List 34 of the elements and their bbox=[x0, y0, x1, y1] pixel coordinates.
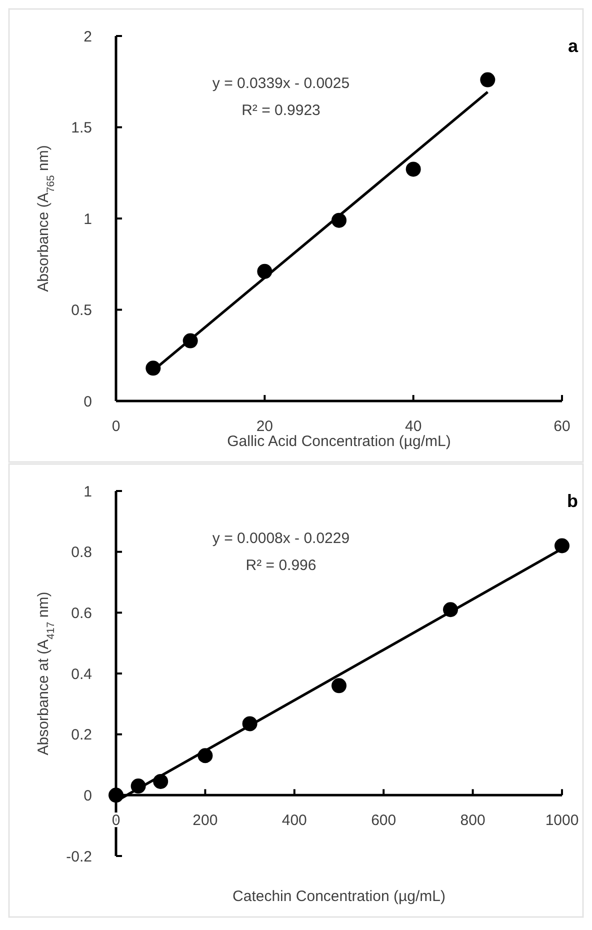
y-tick-label: 2 bbox=[84, 28, 92, 46]
annotation: R² = 0.9923 bbox=[242, 102, 320, 119]
x-tick-label: 600 bbox=[371, 812, 396, 830]
x-axis-title: Catechin Concentration (µg/mL) bbox=[232, 888, 446, 905]
y-tick-label: -0.2 bbox=[66, 848, 92, 866]
y-tick-label: 1 bbox=[84, 483, 92, 500]
x-tick-label: 0 bbox=[112, 418, 120, 435]
y-tick-label: 0 bbox=[84, 393, 92, 410]
text: a bbox=[568, 36, 579, 56]
annotation: y = 0.0339x - 0.0025 bbox=[212, 75, 350, 92]
y-tick-label: 0.6 bbox=[71, 604, 92, 622]
point bbox=[554, 538, 570, 554]
x-axis-title: Gallic Acid Concentration (µg/mL) bbox=[227, 433, 451, 450]
x-tick-label: 1000 bbox=[545, 812, 579, 830]
x-tick-label: 40 bbox=[404, 418, 422, 435]
annotation: y = 0.0008x - 0.0229 bbox=[212, 530, 350, 547]
y-tick-label: 0.4 bbox=[71, 666, 92, 683]
x-tick-label: 20 bbox=[256, 418, 274, 435]
annotation: R² = 0.996 bbox=[246, 557, 316, 574]
y-tick-label: 0.5 bbox=[71, 302, 92, 319]
point bbox=[332, 678, 346, 694]
point bbox=[480, 72, 496, 88]
y-tick-label: 0 bbox=[84, 787, 92, 804]
y-tick-label: 1 bbox=[84, 210, 92, 228]
point bbox=[108, 788, 124, 803]
y-tick-label: 1.5 bbox=[71, 120, 92, 136]
text: b bbox=[567, 491, 578, 511]
x-tick-label: 200 bbox=[192, 812, 218, 830]
y-tick-label: 0.8 bbox=[71, 544, 92, 562]
point bbox=[406, 162, 421, 177]
x-tick-label: 400 bbox=[282, 812, 307, 830]
x-tick-label: 60 bbox=[554, 418, 570, 435]
x-tick-label: 800 bbox=[460, 812, 486, 830]
y-tick-label: 0.2 bbox=[71, 726, 92, 744]
